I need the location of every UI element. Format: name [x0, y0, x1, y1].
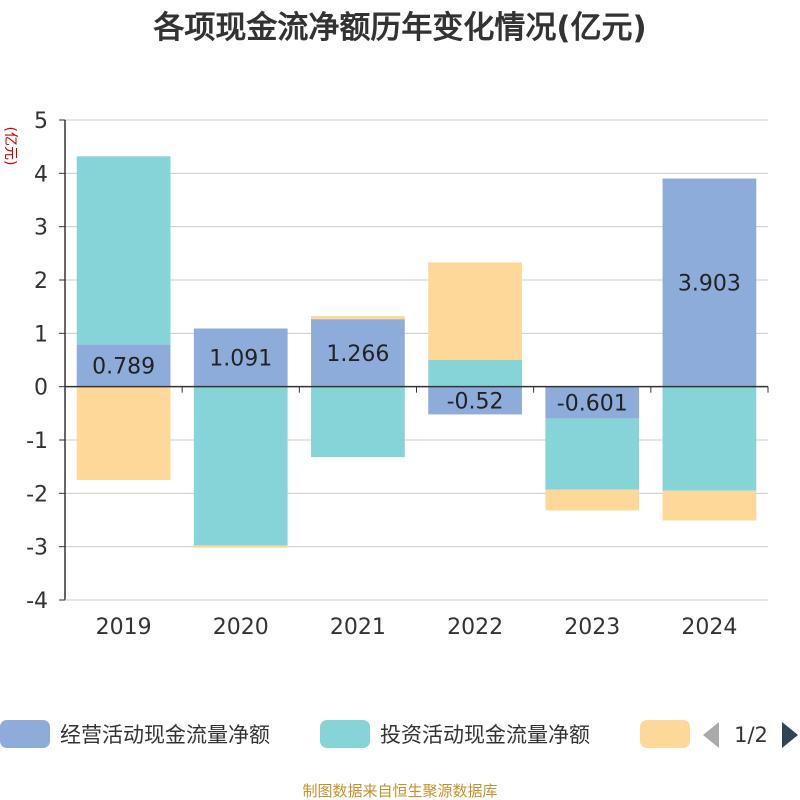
bar-s0-2021	[311, 319, 405, 387]
bar-s1-2019	[76, 156, 171, 345]
legend-swatch-1[interactable]	[320, 720, 370, 748]
legend-page-indicator: 1/2	[734, 723, 768, 747]
y-axis-unit: (亿元)	[2, 127, 18, 166]
bar-s2-2022	[428, 262, 522, 360]
data-label-2019: 0.789	[92, 355, 155, 380]
bar-s0-2020	[193, 328, 288, 387]
bar-s0-2023	[545, 386, 640, 419]
y-tick-label-1: 4	[34, 162, 48, 187]
bar-s2-2019	[76, 386, 171, 480]
axes: 5 4 3 2 1 0 -1 -2 -3 -4 2019 2020 2021 2022 2023 2024	[26, 109, 769, 640]
bar-s1-2023	[545, 418, 640, 490]
legend-label-1[interactable]: 投资活动现金流量净额	[380, 723, 590, 747]
legend-swatch-2[interactable]	[640, 720, 690, 748]
legend-prev-page-icon[interactable]	[703, 722, 719, 748]
y-tick-label-4: 1	[34, 322, 48, 347]
y-tick-label-3: 2	[34, 269, 48, 294]
bar-s0-2019	[76, 344, 171, 387]
y-tick-label-6: -1	[26, 429, 48, 454]
chart-title: 各项现金流净额历年变化情况(亿元)	[152, 10, 646, 46]
bar-s1-2022	[428, 360, 522, 387]
y-tick-label-0: 5	[34, 109, 48, 134]
x-category-label-2023: 2023	[564, 615, 620, 640]
data-label-2021: 1.266	[326, 342, 389, 367]
bar-s2-2023	[545, 489, 640, 511]
data-labels: 0.789 1.091 1.266 -0.52 -0.601 3.903	[92, 272, 741, 417]
bar-s0-2024	[662, 178, 757, 387]
y-tick-label-5: 0	[34, 376, 48, 401]
y-tick-label-9: -4	[26, 589, 48, 614]
legend-swatch-0[interactable]	[0, 720, 50, 748]
x-category-label-2021: 2021	[330, 615, 386, 640]
data-label-2022: -0.52	[447, 390, 504, 415]
bar-s2-2024	[662, 490, 757, 521]
y-tick-label-2: 3	[34, 216, 48, 241]
bar-s0-2022	[428, 386, 522, 415]
legend: 经营活动现金流量净额 投资活动现金流量净额 1/2	[0, 720, 798, 748]
bar-s1-2024	[662, 386, 757, 491]
bar-s2-2020	[193, 545, 288, 548]
x-category-label-2024: 2024	[681, 615, 737, 640]
data-label-2020: 1.091	[209, 347, 272, 372]
y-tick-label-8: -3	[26, 536, 48, 561]
x-category-label-2022: 2022	[447, 615, 503, 640]
bar-s1-2021	[311, 386, 405, 458]
bar-marks	[76, 156, 757, 548]
data-label-2023: -0.601	[557, 392, 628, 417]
bar-s1-2020	[193, 386, 288, 546]
source-note: 制图数据来自恒生聚源数据库	[302, 782, 497, 800]
data-label-2024: 3.903	[678, 272, 741, 297]
x-category-label-2020: 2020	[213, 615, 269, 640]
y-tick-label-7: -2	[26, 482, 48, 507]
legend-label-0[interactable]: 经营活动现金流量净额	[60, 723, 270, 747]
legend-next-page-icon[interactable]	[782, 722, 798, 748]
x-category-label-2019: 2019	[96, 615, 152, 640]
bar-s2-2021	[311, 315, 405, 320]
